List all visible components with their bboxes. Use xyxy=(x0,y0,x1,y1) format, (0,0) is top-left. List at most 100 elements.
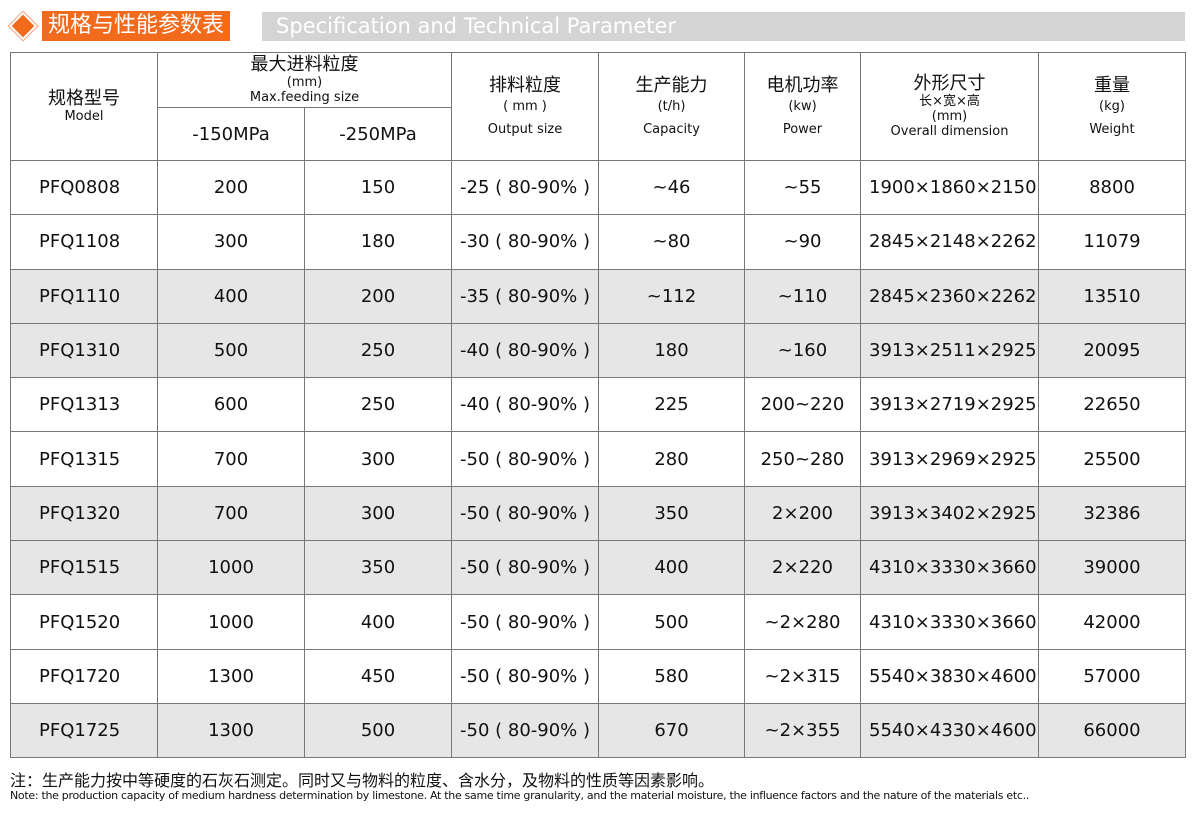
header-output: 排料粒度( mm ) Output size xyxy=(451,52,599,161)
cell-weight: 20095 xyxy=(1038,322,1186,379)
diamond-icon xyxy=(12,15,34,37)
cell-model: PFQ1313 xyxy=(10,377,158,433)
cell-output-size: -50 ( 80-90% ) xyxy=(451,648,599,704)
cell-output-size: -50 ( 80-90% ) xyxy=(451,431,599,487)
cell-power: ~90 xyxy=(744,214,861,270)
cell-power: ~2×355 xyxy=(744,702,861,759)
cell-capacity: 225 xyxy=(598,377,745,433)
table-row: PFQ1108 300 180 -30 ( 80-90% ) ~80 ~90 2845×21… xyxy=(10,214,1186,270)
cell-model: PFQ1310 xyxy=(10,322,158,379)
cell-feed-250: 450 xyxy=(304,648,452,704)
cell-dimension: 5540×3830×4600 xyxy=(860,648,1039,704)
cell-feed-150: 1300 xyxy=(157,648,305,704)
cell-weight: 8800 xyxy=(1038,159,1186,216)
cell-weight: 11079 xyxy=(1038,214,1186,270)
cell-weight: 32386 xyxy=(1038,485,1186,542)
cell-output-size: -35 ( 80-90% ) xyxy=(451,268,599,324)
header-model: 规格型号 Model xyxy=(10,52,158,161)
table-row: PFQ1313 600 250 -40 ( 80-90% ) 225 200~220 391… xyxy=(10,377,1186,433)
table-row: PFQ1315 700 300 -50 ( 80-90% ) 280 250~280 391… xyxy=(10,431,1186,487)
cell-feed-150: 600 xyxy=(157,377,305,433)
cell-output-size: -40 ( 80-90% ) xyxy=(451,322,599,379)
header-capacity: 生产能力 (t/h) Capacity xyxy=(598,52,745,161)
header-feed: 最大进料粒度 (mm) Max.feeding size xyxy=(157,52,452,108)
cell-feed-250: 400 xyxy=(304,594,452,650)
cell-model: PFQ1110 xyxy=(10,268,158,324)
cell-weight: 66000 xyxy=(1038,702,1186,759)
cell-capacity: 280 xyxy=(598,431,745,487)
table-row: PFQ1720 1300 450 -50 ( 80-90% ) 580 ~2×315 554… xyxy=(10,648,1186,704)
cell-power: ~110 xyxy=(744,268,861,324)
cell-power: ~55 xyxy=(744,159,861,216)
cell-feed-250: 500 xyxy=(304,702,452,759)
cell-model: PFQ1108 xyxy=(10,214,158,270)
cell-feed-150: 700 xyxy=(157,431,305,487)
cell-feed-150: 400 xyxy=(157,268,305,324)
cell-weight: 22650 xyxy=(1038,377,1186,433)
cell-model: PFQ1520 xyxy=(10,594,158,650)
cell-model: PFQ1720 xyxy=(10,648,158,704)
cell-dimension: 4310×3330×3660 xyxy=(860,540,1039,596)
note-en: Note: the production capacity of medium … xyxy=(10,789,1029,802)
cell-feed-150: 500 xyxy=(157,322,305,379)
cell-model: PFQ1515 xyxy=(10,540,158,596)
header-weight: 重量 (kg) Weight xyxy=(1038,52,1186,161)
cell-feed-150: 200 xyxy=(157,159,305,216)
cell-feed-150: 300 xyxy=(157,214,305,270)
cell-feed-150: 700 xyxy=(157,485,305,542)
header-feed-250: -250MPa xyxy=(304,107,452,161)
cell-power: ~2×315 xyxy=(744,648,861,704)
cell-model: PFQ1315 xyxy=(10,431,158,487)
cell-capacity: 400 xyxy=(598,540,745,596)
cell-output-size: -50 ( 80-90% ) xyxy=(451,485,599,542)
table-row: PFQ1110 400 200 -35 ( 80-90% ) ~112 ~110 2845×… xyxy=(10,268,1186,324)
title-cn: 规格与性能参数表 xyxy=(42,11,231,41)
cell-model: PFQ1725 xyxy=(10,702,158,759)
cell-feed-150: 1300 xyxy=(157,702,305,759)
cell-feed-250: 180 xyxy=(304,214,452,270)
table-row: PFQ1520 1000 400 -50 ( 80-90% ) 500 ~2×280 431… xyxy=(10,594,1186,650)
cell-feed-150: 1000 xyxy=(157,540,305,596)
cell-capacity: 350 xyxy=(598,485,745,542)
cell-dimension: 3913×3402×2925 xyxy=(860,485,1039,542)
cell-capacity: 580 xyxy=(598,648,745,704)
cell-capacity: 500 xyxy=(598,594,745,650)
cell-output-size: -50 ( 80-90% ) xyxy=(451,540,599,596)
cell-power: 250~280 xyxy=(744,431,861,487)
cell-dimension: 3913×2511×2925 xyxy=(860,322,1039,379)
cell-capacity: ~46 xyxy=(598,159,745,216)
cell-weight: 25500 xyxy=(1038,431,1186,487)
cell-power: ~160 xyxy=(744,322,861,379)
cell-feed-250: 300 xyxy=(304,485,452,542)
cell-power: 2×200 xyxy=(744,485,861,542)
cell-feed-150: 1000 xyxy=(157,594,305,650)
cell-power: ~2×280 xyxy=(744,594,861,650)
cell-model: PFQ0808 xyxy=(10,159,158,216)
cell-dimension: 5540×4330×4600 xyxy=(860,702,1039,759)
cell-capacity: 670 xyxy=(598,702,745,759)
cell-feed-250: 300 xyxy=(304,431,452,487)
table-row: PFQ0808 200 150 -25 ( 80-90% ) ~46 ~55 1900×18… xyxy=(10,159,1186,216)
cell-output-size: -30 ( 80-90% ) xyxy=(451,214,599,270)
cell-power: 2×220 xyxy=(744,540,861,596)
title-bar: 规格与性能参数表 xyxy=(8,10,242,42)
cell-capacity: 180 xyxy=(598,322,745,379)
title-en: Specification and Technical Parameter xyxy=(262,12,1185,41)
table-row: PFQ1310 500 250 -40 ( 80-90% ) 180 ~160 3913×2… xyxy=(10,322,1186,379)
cell-power: 200~220 xyxy=(744,377,861,433)
cell-weight: 42000 xyxy=(1038,594,1186,650)
cell-weight: 13510 xyxy=(1038,268,1186,324)
cell-feed-250: 350 xyxy=(304,540,452,596)
cell-capacity: ~80 xyxy=(598,214,745,270)
cell-feed-250: 200 xyxy=(304,268,452,324)
table-row: PFQ1320 700 300 -50 ( 80-90% ) 350 2×200 3913×… xyxy=(10,485,1186,542)
cell-output-size: -25 ( 80-90% ) xyxy=(451,159,599,216)
table-row: PFQ1515 1000 350 -50 ( 80-90% ) 400 2×220 4310… xyxy=(10,540,1186,596)
header-power: 电机功率 (kw) Power xyxy=(744,52,861,161)
cell-feed-250: 150 xyxy=(304,159,452,216)
cell-feed-250: 250 xyxy=(304,377,452,433)
cell-capacity: ~112 xyxy=(598,268,745,324)
cell-dimension: 1900×1860×2150 xyxy=(860,159,1039,216)
header-feed-150: -150MPa xyxy=(157,107,305,161)
table-row: PFQ1725 1300 500 -50 ( 80-90% ) 670 ~2×355 554… xyxy=(10,702,1186,759)
